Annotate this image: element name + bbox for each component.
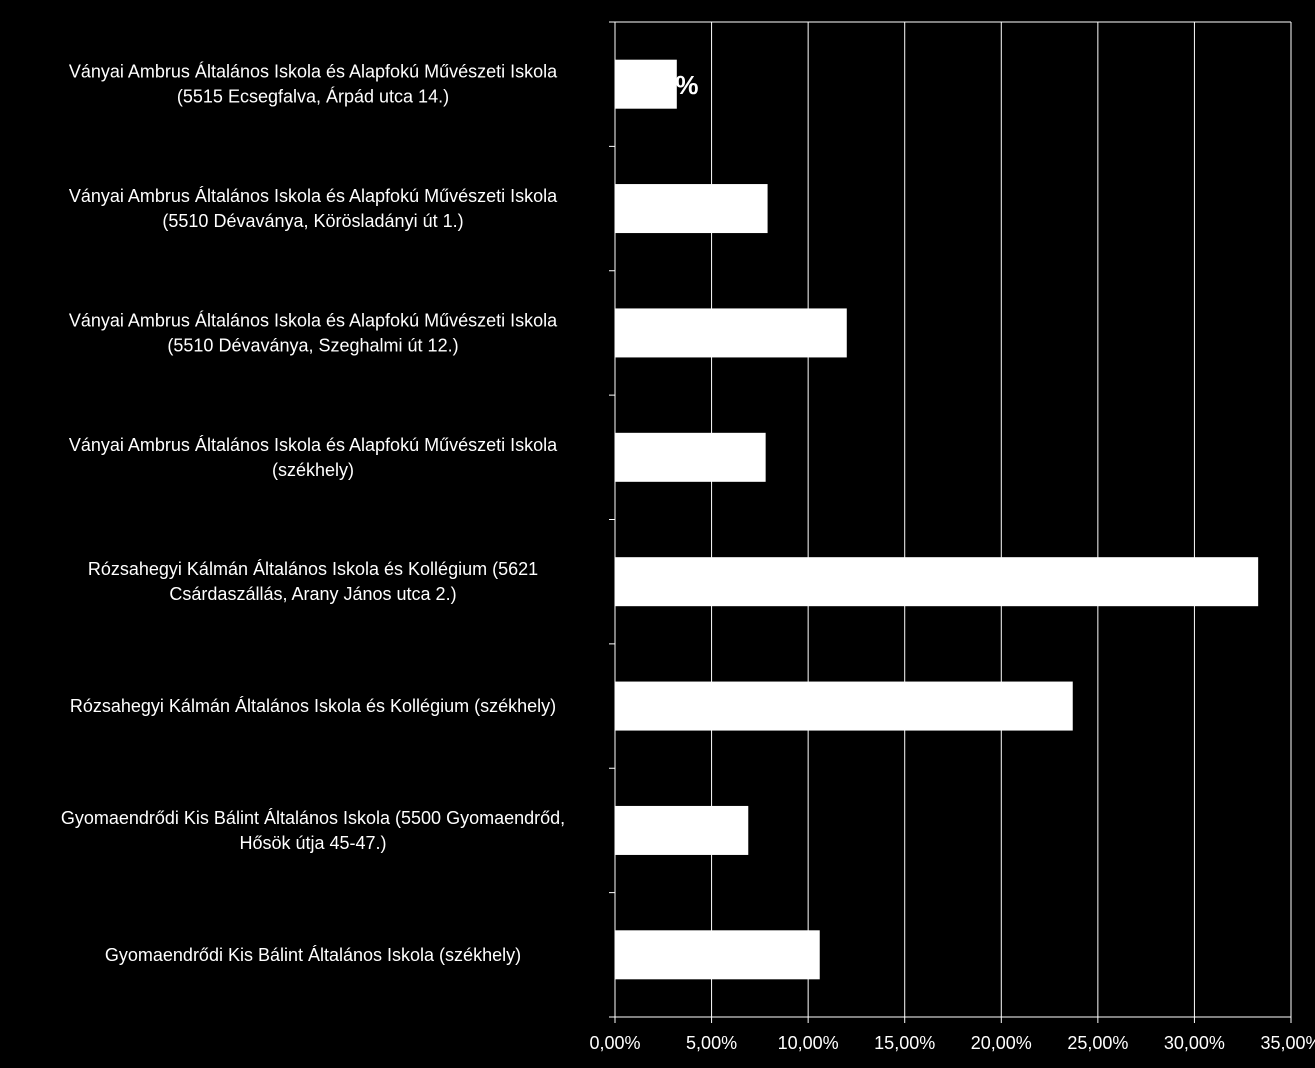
category-label: Rózsahegyi Kálmán Általános Iskola és Ko… [88,559,538,604]
x-tick-label: 15,00% [874,1033,935,1053]
category-label: Ványai Ambrus Általános Iskola és Alapfo… [69,435,558,480]
category-label-line: Ványai Ambrus Általános Iskola és Alapfo… [69,62,558,82]
category-label-line: (5510 Dévaványa, Szeghalmi út 12.) [167,335,458,355]
bar [615,557,1259,607]
category-label-line: (5510 Dévaványa, Körösladányi út 1.) [162,211,463,231]
category-label-line: Ványai Ambrus Általános Iskola és Alapfo… [69,310,558,330]
category-label: Ványai Ambrus Általános Iskola és Alapfo… [69,310,558,355]
category-label-line: Ványai Ambrus Általános Iskola és Alapfo… [69,186,558,206]
category-label-line: Ványai Ambrus Általános Iskola és Alapfo… [69,435,558,455]
x-tick-label: 0,00% [589,1033,640,1053]
category-label-line: Gyomaendrődi Kis Bálint Általános Iskola… [105,945,521,965]
category-label-line: Hősök útja 45-47.) [239,833,386,853]
x-tick-label: 5,00% [686,1033,737,1053]
category-label: Ványai Ambrus Általános Iskola és Alapfo… [69,62,558,107]
category-label-line: Csárdaszállás, Arany János utca 2.) [169,584,456,604]
category-label: Gyomaendrődi Kis Bálint Általános Iskola… [61,808,565,853]
x-tick-label: 30,00% [1164,1033,1225,1053]
x-tick-label: 10,00% [778,1033,839,1053]
category-label-line: Rózsahegyi Kálmán Általános Iskola és Ko… [70,696,556,716]
bar [615,805,749,855]
bar [615,184,768,234]
bar [615,930,820,980]
data-label: 3,2% [639,70,698,100]
x-tick-label: 25,00% [1067,1033,1128,1053]
category-label-line: (székhely) [272,460,354,480]
x-tick-label: 20,00% [971,1033,1032,1053]
category-label: Ványai Ambrus Általános Iskola és Alapfo… [69,186,558,231]
category-label: Gyomaendrődi Kis Bálint Általános Iskola… [105,945,521,965]
bar [615,681,1073,731]
category-label: Rózsahegyi Kálmán Általános Iskola és Ko… [70,696,556,716]
bar [615,432,766,482]
category-label-line: Gyomaendrődi Kis Bálint Általános Iskola… [61,808,565,828]
x-tick-label: 35,00% [1260,1033,1315,1053]
bar [615,308,847,358]
category-label-line: (5515 Ecsegfalva, Árpád utca 14.) [177,87,449,107]
bar [615,59,677,109]
category-label-line: Rózsahegyi Kálmán Általános Iskola és Ko… [88,559,538,579]
